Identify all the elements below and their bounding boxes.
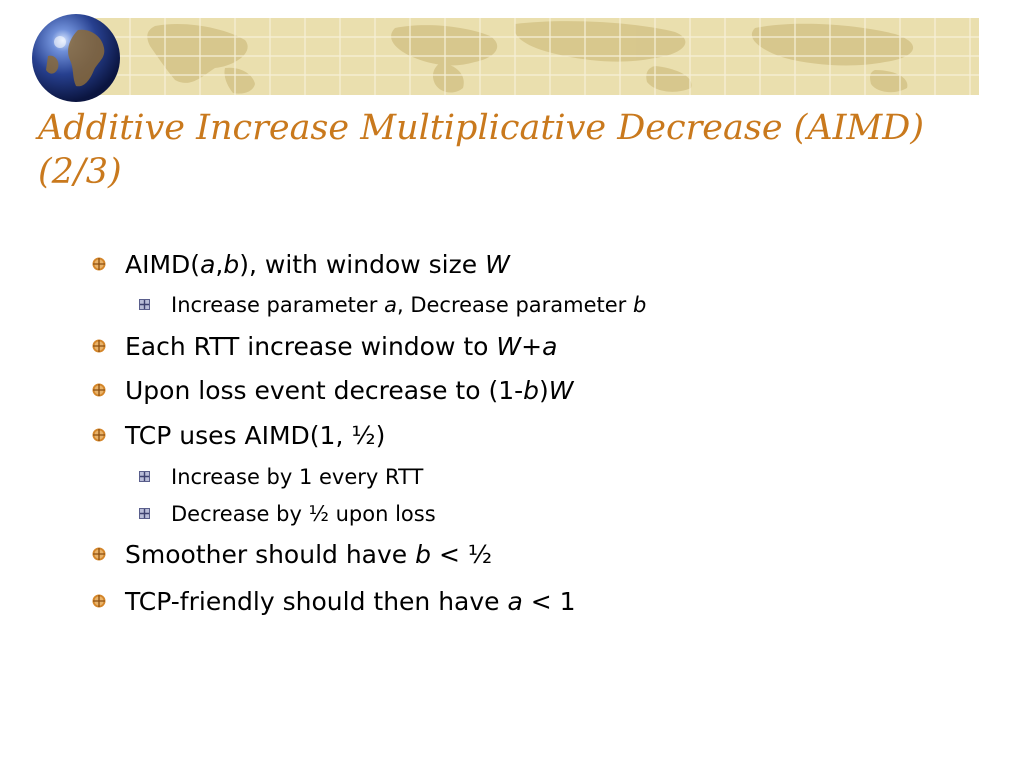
- bullet-text: Smoother should have b < ½: [125, 540, 492, 569]
- bullet-text: Each RTT increase window to W+a: [125, 332, 557, 361]
- italic-term: W: [548, 376, 574, 405]
- italic-term: W+a: [496, 332, 558, 361]
- bullet-square-icon: [139, 299, 150, 310]
- bullet-globe-icon: [92, 383, 106, 397]
- text-run: < 1: [522, 587, 576, 616]
- bullet-text: TCP-friendly should then have a < 1: [125, 587, 576, 616]
- italic-term: a: [507, 587, 523, 616]
- bullet-text: TCP uses AIMD(1, ½): [125, 421, 385, 450]
- bullet-text: Increase parameter a, Decrease parameter…: [171, 293, 646, 317]
- bullet-item: TCP uses AIMD(1, ½): [92, 421, 385, 451]
- bullet-text: Increase by 1 every RTT: [171, 465, 423, 489]
- italic-term: a: [384, 293, 397, 317]
- text-run: Upon loss event decrease to (1-: [125, 376, 524, 405]
- text-run: Each RTT increase window to: [125, 332, 497, 361]
- italic-term: b: [633, 293, 647, 317]
- bullet-square-icon: [139, 471, 150, 482]
- text-run: Increase parameter: [171, 293, 385, 317]
- bullet-item: AIMD(a,b), with window size W: [92, 250, 510, 280]
- sub-bullet-item: Increase parameter a, Decrease parameter…: [139, 292, 646, 318]
- text-run: < ½: [431, 540, 493, 569]
- bullet-text: AIMD(a,b), with window size W: [125, 250, 510, 279]
- italic-term: b: [415, 540, 431, 569]
- bullet-globe-icon: [92, 594, 106, 608]
- bullet-globe-icon: [92, 428, 106, 442]
- italic-term: b: [523, 376, 540, 405]
- bullet-item: Smoother should have b < ½: [92, 540, 492, 570]
- italic-term: a: [200, 250, 216, 279]
- bullet-item: Each RTT increase window to W+a: [92, 332, 557, 362]
- sub-bullet-item: Increase by 1 every RTT: [139, 464, 423, 490]
- bullet-globe-icon: [92, 547, 106, 561]
- text-run: TCP uses AIMD(1, ½): [125, 421, 386, 450]
- text-run: AIMD(: [125, 250, 201, 279]
- italic-term: W: [485, 250, 510, 279]
- text-run: TCP-friendly should then have: [125, 587, 508, 616]
- bullet-text: Upon loss event decrease to (1-b)W: [125, 376, 574, 405]
- text-run: ,: [215, 250, 224, 279]
- text-run: Increase by 1 every RTT: [171, 465, 424, 489]
- bullet-globe-icon: [92, 257, 106, 271]
- bullet-text: Decrease by ½ upon loss: [171, 502, 436, 526]
- world-map-banner: [95, 18, 979, 95]
- text-run: Smoother should have: [125, 540, 416, 569]
- bullet-item: Upon loss event decrease to (1-b)W: [92, 376, 574, 406]
- text-run: , Decrease parameter: [396, 293, 633, 317]
- bullet-globe-icon: [92, 339, 106, 353]
- bullet-item: TCP-friendly should then have a < 1: [92, 587, 576, 617]
- italic-term: b: [223, 250, 240, 279]
- bullet-square-icon: [139, 508, 150, 519]
- text-run: ): [539, 376, 549, 405]
- text-run: ), with window size: [239, 250, 486, 279]
- slide-title: Additive Increase Multiplicative Decreas…: [38, 108, 924, 192]
- sub-bullet-item: Decrease by ½ upon loss: [139, 501, 436, 527]
- text-run: Decrease by ½ upon loss: [171, 502, 436, 526]
- globe-icon: [32, 14, 120, 102]
